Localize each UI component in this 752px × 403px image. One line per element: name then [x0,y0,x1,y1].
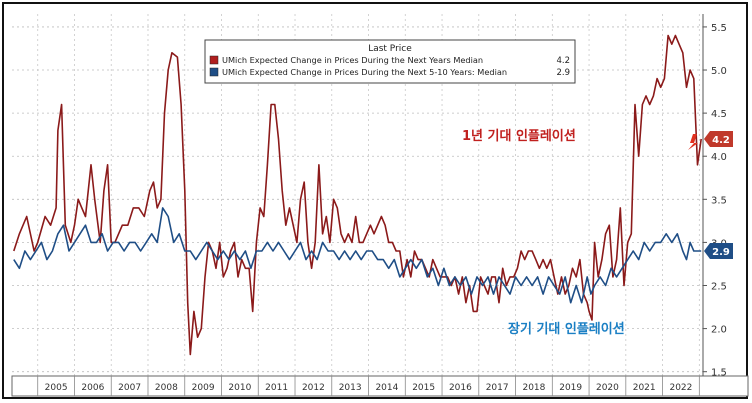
x-tick-label: 2016 [449,383,472,393]
legend-value: 4.2 [556,56,570,66]
x-axis-strip [11,375,749,397]
y-tick-label: 1.5 [711,368,727,379]
last-price-tag-1yr [704,130,733,147]
last-price-tag-text: 2.9 [712,247,730,258]
legend-swatch [209,55,219,65]
x-tick-label: 2020 [596,383,619,393]
y-tick-label: 3.5 [711,195,727,206]
legend-value: 2.9 [556,68,570,78]
x-tick-label: 2005 [45,383,68,393]
red-arrow-icon [688,134,698,150]
y-tick-label: 2.0 [711,325,727,336]
x-tick-label: 2018 [522,383,545,393]
legend-label: UMich Expected Change in Prices During t… [222,55,483,65]
x-tick-label: 2013 [339,383,362,393]
y-tick-label: 4.0 [711,152,727,163]
y-tick-label: 2.5 [711,282,727,293]
x-tick-label: 2015 [412,383,435,393]
x-tick-label: 2021 [633,383,656,393]
annotation-1yr-inflation-expectation: 1년 기대 인플레이션 [462,128,576,144]
legend-swatch [209,67,219,77]
annotation-long-term-inflation-expectation: 장기 기대 인플레이션 [508,321,625,337]
x-tick-label: 2019 [559,383,582,393]
x-tick-label: 2012 [302,383,325,393]
y-tick-label: 4.5 [711,109,727,120]
legend-header: Last Price [368,44,412,54]
last-price-tag-5-10yr [704,243,733,260]
series-line-5-10yr-expectation [13,207,702,304]
y-tick-label: 5.0 [711,66,727,77]
x-tick-label: 2022 [669,383,692,393]
x-tick-label: 2006 [81,383,104,393]
legend-label: UMich Expected Change in Prices During t… [222,67,507,77]
x-tick-label: 2008 [155,383,178,393]
y-tick-label: 5.5 [711,23,727,34]
x-tick-label: 2011 [265,383,288,393]
last-price-tag-text: 4.2 [712,135,730,146]
x-tick-label: 2014 [375,383,398,393]
x-tick-label: 2017 [486,383,509,393]
x-tick-label: 2009 [192,383,215,393]
x-tick-label: 2010 [228,383,251,393]
legend-box [204,39,576,84]
x-tick-label: 2007 [118,383,141,393]
series-line-1yr-expectation [13,34,702,356]
